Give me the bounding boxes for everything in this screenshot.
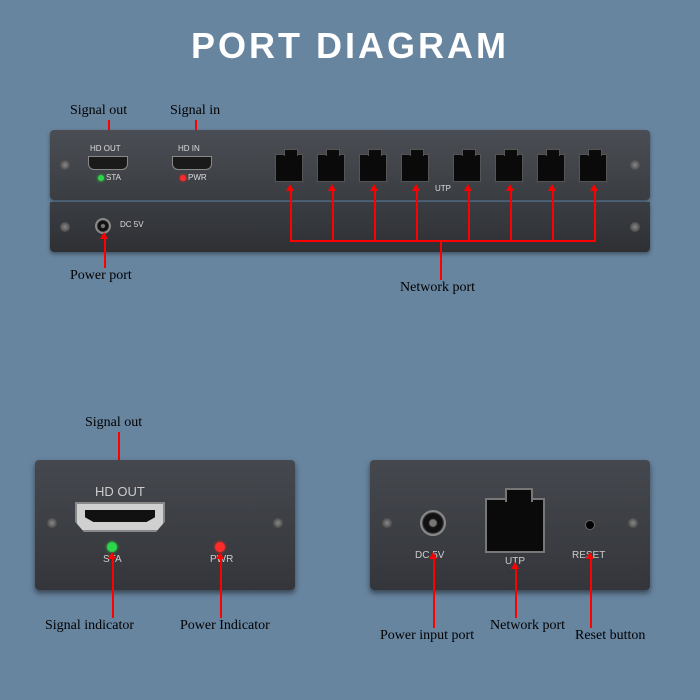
screw-icon: [60, 222, 70, 232]
hdmi-in-port: [172, 156, 212, 170]
arrow-net-8: [594, 190, 596, 240]
power-led-icon: [215, 542, 225, 552]
status-led-icon: [107, 542, 117, 552]
arrow-pwr-ind: [220, 558, 222, 618]
etch-dc5v-top: DC 5V: [120, 220, 144, 229]
arrow-net-6: [510, 190, 512, 240]
status-led-icon: [98, 175, 104, 181]
label-signal-in-top: Signal in: [170, 103, 220, 119]
arrow-net-2: [332, 190, 334, 240]
etch-sta-top: STA: [106, 173, 121, 182]
arrowhead-network-br: [511, 562, 519, 569]
rj45-port: [359, 154, 387, 182]
screw-icon: [382, 518, 392, 528]
arrowhead-sig-ind: [108, 552, 116, 559]
dc-power-jack: [420, 510, 446, 536]
arrowhead-net-3: [370, 184, 378, 191]
rj45-port: [275, 154, 303, 182]
rj45-port: [317, 154, 345, 182]
label-power-indicator: Power Indicator: [180, 618, 270, 634]
transmitter-front-panel: HD OUT STA HD IN PWR UTP: [50, 130, 650, 200]
arrow-net-bus: [290, 240, 596, 242]
receiver-front-panel: HD OUT STA PWR: [35, 460, 295, 590]
rj45-port: [401, 154, 429, 182]
screw-icon: [628, 518, 638, 528]
rj45-port: [495, 154, 523, 182]
arrow-reset: [590, 558, 592, 628]
screw-icon: [60, 160, 70, 170]
arrowhead-power-port-top: [100, 232, 108, 239]
transmitter-rear-strip: DC 5V: [50, 202, 650, 252]
arrow-sig-ind: [112, 558, 114, 618]
label-reset-button: Reset button: [575, 628, 645, 644]
arrow-net-3: [374, 190, 376, 240]
arrow-net-1: [290, 190, 292, 240]
label-network-port-br: Network port: [490, 618, 565, 634]
arrowhead-net-4: [412, 184, 420, 191]
arrow-net-7: [552, 190, 554, 240]
arrow-network-br: [515, 568, 517, 618]
screw-icon: [47, 518, 57, 528]
rj45-port-big: [485, 498, 545, 553]
arrowhead-power-input: [429, 552, 437, 559]
arrow-net-4: [416, 190, 418, 240]
hdmi-out-port-big: [75, 502, 165, 532]
power-led-icon: [180, 175, 186, 181]
etch-hd-out: HD OUT: [90, 144, 121, 153]
reset-pinhole: [585, 520, 595, 530]
arrow-net-drop: [440, 240, 442, 280]
rj45-port: [537, 154, 565, 182]
arrowhead-net-2: [328, 184, 336, 191]
screw-icon: [273, 518, 283, 528]
arrow-power-port-top: [104, 238, 106, 268]
arrowhead-net-8: [590, 184, 598, 191]
arrowhead-net-1: [286, 184, 294, 191]
screw-icon: [630, 222, 640, 232]
label-signal-out-bl: Signal out: [85, 415, 142, 431]
arrow-power-input: [433, 558, 435, 628]
label-power-input-port: Power input port: [380, 628, 474, 644]
label-network-port-top: Network port: [400, 280, 475, 296]
rj45-port: [579, 154, 607, 182]
etch-hd-in: HD IN: [178, 144, 200, 153]
screw-icon: [630, 160, 640, 170]
label-signal-indicator: Signal indicator: [45, 618, 134, 634]
etch-hd-out-bl: HD OUT: [95, 484, 145, 499]
receiver-rear-panel: DC 5V UTP RESET: [370, 460, 650, 590]
etch-utp-top: UTP: [435, 184, 451, 193]
arrowhead-reset: [586, 552, 594, 559]
rj45-port: [453, 154, 481, 182]
arrowhead-net-5: [464, 184, 472, 191]
page-title: PORT DIAGRAM: [0, 0, 700, 67]
label-power-port-top: Power port: [70, 268, 132, 284]
etch-pwr-top: PWR: [188, 173, 207, 182]
label-signal-out-top: Signal out: [70, 103, 127, 119]
arrowhead-pwr-ind: [216, 552, 224, 559]
arrowhead-net-6: [506, 184, 514, 191]
arrow-net-5: [468, 190, 470, 240]
hdmi-out-port: [88, 156, 128, 170]
arrowhead-net-7: [548, 184, 556, 191]
